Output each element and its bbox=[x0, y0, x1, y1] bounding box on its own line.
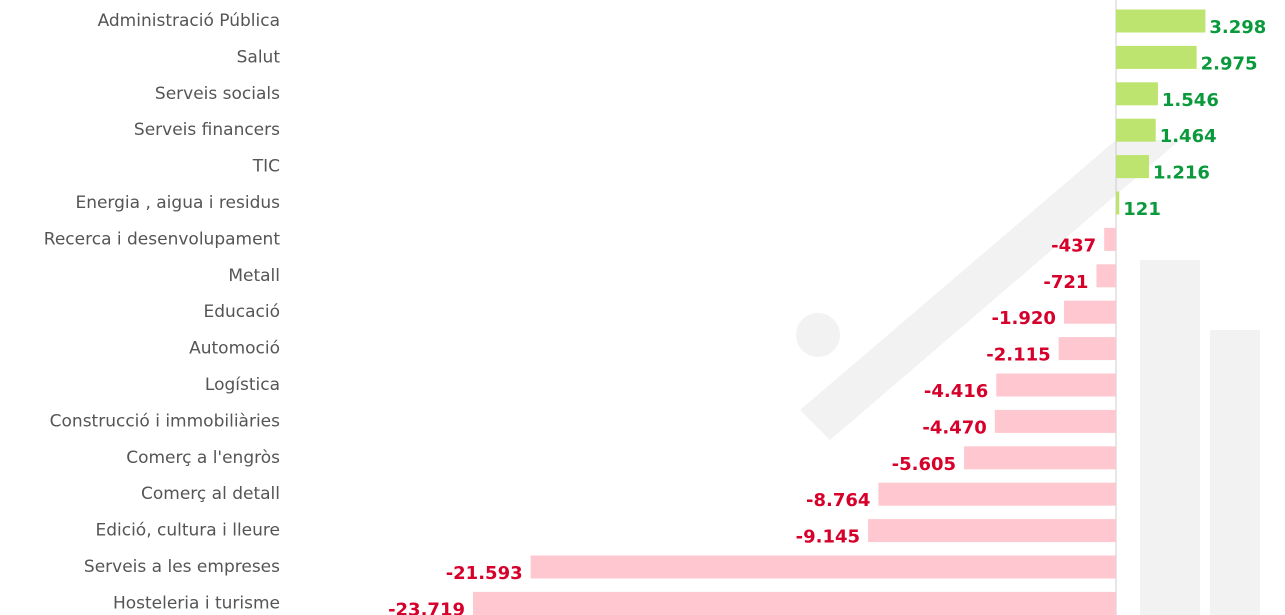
category-label: Comerç a l'engròs bbox=[126, 448, 280, 468]
category-label: Construcció i immobiliàries bbox=[50, 411, 280, 431]
bar bbox=[868, 519, 1116, 543]
bar bbox=[964, 446, 1116, 470]
bar bbox=[1063, 300, 1116, 324]
value-label: 121 bbox=[1123, 199, 1161, 220]
bar bbox=[1116, 45, 1197, 69]
category-label: Automoció bbox=[189, 339, 280, 359]
bar bbox=[996, 373, 1116, 397]
bar bbox=[1116, 118, 1156, 142]
value-label: -1.920 bbox=[992, 308, 1056, 329]
category-label: Recerca i desenvolupament bbox=[44, 229, 281, 249]
value-label: -8.764 bbox=[806, 490, 870, 511]
category-label: Salut bbox=[237, 47, 281, 67]
category-label: Educació bbox=[203, 302, 280, 322]
value-label: -4.416 bbox=[924, 381, 988, 402]
value-label: -9.145 bbox=[796, 527, 860, 548]
watermark bbox=[796, 140, 1260, 615]
category-label: Hosteleria i turisme bbox=[113, 593, 280, 613]
value-label: -23.719 bbox=[388, 599, 465, 615]
category-label: Serveis financers bbox=[134, 120, 280, 140]
category-label: Energia , aigua i residus bbox=[75, 193, 280, 213]
bar bbox=[994, 409, 1116, 433]
bar bbox=[530, 555, 1116, 579]
value-label: -2.115 bbox=[986, 345, 1050, 366]
bar bbox=[1096, 264, 1116, 288]
bar bbox=[473, 591, 1116, 615]
category-label: Logística bbox=[205, 375, 280, 395]
bar bbox=[1116, 191, 1120, 215]
category-label: Serveis a les empreses bbox=[84, 557, 280, 577]
value-label: 3.298 bbox=[1209, 17, 1266, 38]
bar bbox=[1116, 155, 1149, 179]
category-label: Metall bbox=[228, 266, 280, 286]
value-label: 1.546 bbox=[1162, 90, 1219, 111]
category-label: Edició, cultura i lleure bbox=[95, 521, 280, 541]
value-label: -721 bbox=[1043, 272, 1088, 293]
bar bbox=[1058, 337, 1116, 361]
value-label: -21.593 bbox=[446, 563, 523, 584]
value-label: -4.470 bbox=[922, 417, 986, 438]
category-label: Comerç al detall bbox=[141, 484, 280, 504]
bar bbox=[1104, 227, 1116, 251]
value-label: 1.464 bbox=[1160, 126, 1217, 147]
value-label: -5.605 bbox=[892, 454, 956, 475]
value-label: 1.216 bbox=[1153, 163, 1210, 184]
value-label: 2.975 bbox=[1201, 53, 1258, 74]
value-label: -437 bbox=[1051, 235, 1096, 256]
category-label: Serveis socials bbox=[155, 84, 280, 104]
bar bbox=[1116, 82, 1158, 106]
category-label: Administració Pública bbox=[98, 11, 280, 31]
category-label: TIC bbox=[252, 157, 280, 177]
bar bbox=[1116, 9, 1206, 33]
bar bbox=[878, 482, 1116, 506]
